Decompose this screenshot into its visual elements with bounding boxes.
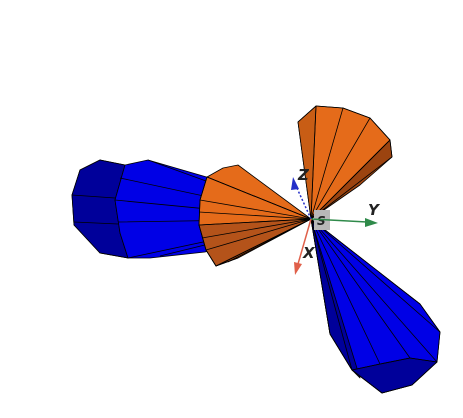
blue-lobe-lower-right xyxy=(310,218,441,394)
y-axis-label: Y xyxy=(368,201,381,219)
orange-lobe-top xyxy=(297,105,393,220)
x-axis-label: X xyxy=(302,244,316,262)
x-axis-arrow xyxy=(294,218,312,275)
z-axis-label: Z xyxy=(297,166,310,184)
origin-label: S xyxy=(317,214,326,228)
y-axis-arrow xyxy=(310,218,378,227)
z-axis-arrow xyxy=(291,177,312,220)
orange-lobe-left xyxy=(198,164,312,267)
